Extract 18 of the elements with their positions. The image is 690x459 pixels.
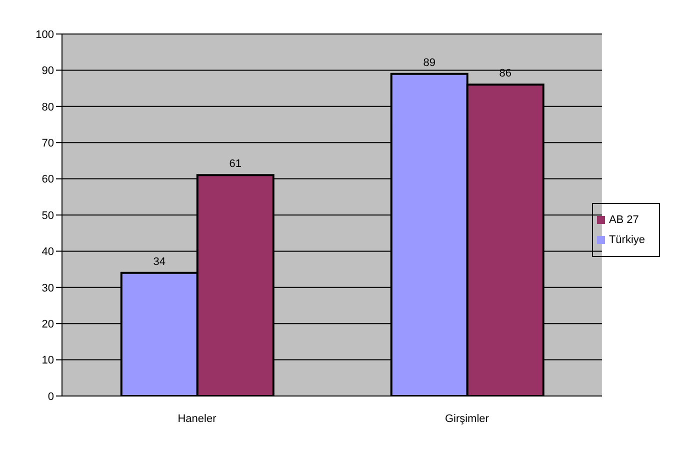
- y-tick-label: 40: [42, 246, 54, 258]
- x-tick-label: Girşimler: [444, 412, 490, 425]
- y-tick-label: 0: [48, 390, 54, 403]
- data-label: 89: [423, 56, 436, 69]
- y-tick-label: 80: [42, 101, 54, 114]
- x-tick-label: Haneler: [178, 412, 217, 425]
- y-tick-label: 50: [42, 210, 54, 222]
- y-tick-label: 20: [42, 318, 54, 331]
- y-tick-label: 30: [42, 282, 54, 294]
- legend-label: Türkiye: [608, 234, 645, 246]
- y-tick-label: 10: [42, 354, 54, 367]
- y-tick-label: 60: [42, 174, 54, 186]
- data-label: 61: [229, 158, 242, 170]
- y-tick-label: 90: [42, 65, 54, 78]
- y-tick-label: 100: [36, 28, 54, 41]
- legend-label: AB 27: [608, 214, 639, 226]
- data-label: 34: [153, 256, 166, 268]
- y-tick-label: 70: [42, 138, 54, 150]
